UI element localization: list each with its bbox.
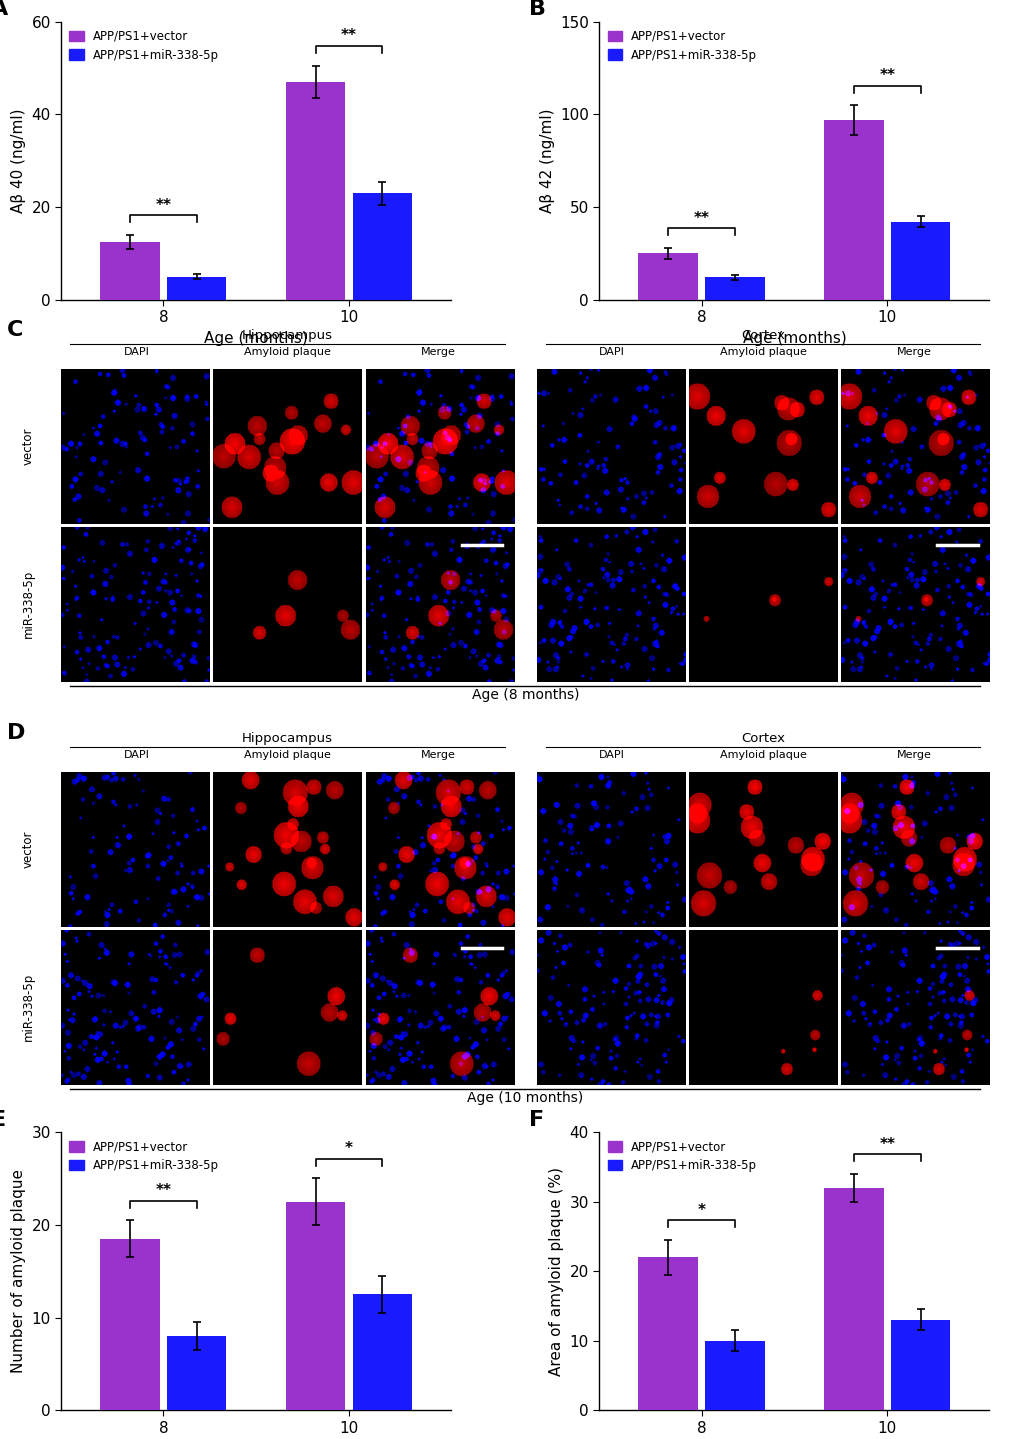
- Bar: [353, 1294, 412, 1410]
- Bar: [353, 193, 412, 299]
- Bar: [823, 119, 882, 299]
- Bar: [100, 1239, 159, 1410]
- Text: DAPI: DAPI: [123, 750, 150, 760]
- Text: Merge: Merge: [896, 347, 930, 357]
- Text: D: D: [7, 722, 25, 743]
- Bar: [704, 1341, 764, 1410]
- Text: *: *: [344, 1141, 353, 1156]
- Y-axis label: Aβ 40 (ng/ml): Aβ 40 (ng/ml): [11, 108, 25, 213]
- Y-axis label: Aβ 42 (ng/ml): Aβ 42 (ng/ml): [539, 108, 554, 213]
- X-axis label: Age (months): Age (months): [204, 331, 308, 345]
- Bar: [167, 276, 226, 299]
- Text: E: E: [0, 1109, 6, 1130]
- Text: Hippocampus: Hippocampus: [242, 330, 333, 342]
- Text: A: A: [0, 0, 8, 19]
- Text: DAPI: DAPI: [123, 347, 150, 357]
- Text: Merge: Merge: [421, 750, 455, 760]
- Bar: [285, 82, 345, 299]
- Text: B: B: [529, 0, 545, 19]
- Bar: [100, 242, 159, 299]
- Text: Hippocampus: Hippocampus: [242, 732, 333, 745]
- Text: vector: vector: [21, 427, 35, 465]
- Y-axis label: Number of amyloid plaque: Number of amyloid plaque: [11, 1168, 25, 1373]
- X-axis label: Age (months): Age (months): [742, 331, 846, 345]
- Text: Merge: Merge: [896, 750, 930, 760]
- Text: **: **: [693, 210, 709, 226]
- Y-axis label: Area of amyloid plaque (%): Area of amyloid plaque (%): [548, 1167, 564, 1376]
- Text: **: **: [340, 29, 357, 43]
- Legend: APP/PS1+vector, APP/PS1+miR-338-5p: APP/PS1+vector, APP/PS1+miR-338-5p: [602, 1135, 761, 1177]
- Bar: [167, 1335, 226, 1410]
- Text: DAPI: DAPI: [598, 347, 625, 357]
- Text: C: C: [7, 319, 23, 340]
- Bar: [638, 253, 697, 299]
- Legend: APP/PS1+vector, APP/PS1+miR-338-5p: APP/PS1+vector, APP/PS1+miR-338-5p: [64, 1135, 223, 1177]
- Text: *: *: [697, 1203, 705, 1217]
- Text: **: **: [155, 1183, 171, 1197]
- Text: Age (10 months): Age (10 months): [467, 1092, 583, 1105]
- Text: Cortex: Cortex: [740, 330, 785, 342]
- Text: Merge: Merge: [421, 347, 455, 357]
- Bar: [891, 1320, 950, 1410]
- Text: Amyloid plaque: Amyloid plaque: [718, 750, 806, 760]
- Text: DAPI: DAPI: [598, 750, 625, 760]
- Legend: APP/PS1+vector, APP/PS1+miR-338-5p: APP/PS1+vector, APP/PS1+miR-338-5p: [64, 24, 223, 66]
- Text: miR-338-5p: miR-338-5p: [21, 570, 35, 639]
- Text: Cortex: Cortex: [740, 732, 785, 745]
- Text: Age (8 months): Age (8 months): [471, 688, 579, 702]
- Text: **: **: [878, 68, 895, 83]
- Bar: [638, 1258, 697, 1410]
- Text: vector: vector: [21, 830, 35, 869]
- Text: **: **: [155, 197, 171, 213]
- Text: Amyloid plaque: Amyloid plaque: [244, 347, 331, 357]
- Bar: [823, 1187, 882, 1410]
- Text: **: **: [878, 1137, 895, 1151]
- Text: F: F: [529, 1109, 544, 1130]
- Bar: [891, 222, 950, 299]
- Text: miR-338-5p: miR-338-5p: [21, 973, 35, 1042]
- Text: Amyloid plaque: Amyloid plaque: [718, 347, 806, 357]
- Bar: [704, 278, 764, 299]
- Legend: APP/PS1+vector, APP/PS1+miR-338-5p: APP/PS1+vector, APP/PS1+miR-338-5p: [602, 24, 761, 66]
- Text: Amyloid plaque: Amyloid plaque: [244, 750, 331, 760]
- Bar: [285, 1202, 345, 1410]
